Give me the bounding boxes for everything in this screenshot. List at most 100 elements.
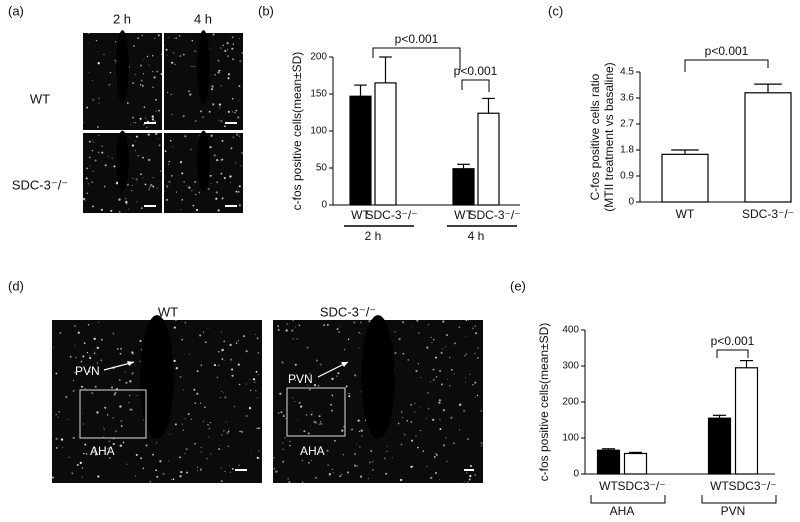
speckle	[140, 457, 142, 460]
speckle	[330, 409, 333, 412]
speckle	[82, 423, 84, 425]
speckle	[173, 359, 176, 363]
speckle	[194, 443, 196, 445]
speckle	[112, 332, 114, 334]
speckle	[159, 460, 162, 463]
speckle	[104, 164, 107, 167]
speckle	[360, 321, 362, 324]
speckle	[432, 418, 435, 421]
speckle	[124, 371, 126, 372]
speckle	[341, 474, 343, 476]
speckle	[132, 177, 134, 180]
speckle	[294, 401, 296, 403]
speckle	[438, 401, 441, 404]
speckle	[152, 453, 155, 456]
speckle	[410, 325, 412, 327]
speckle	[229, 471, 232, 474]
speckle	[195, 209, 199, 212]
bar	[596, 449, 621, 475]
speckle	[288, 481, 291, 484]
speckle	[196, 466, 199, 468]
speckle	[171, 479, 172, 481]
speckle	[329, 475, 330, 477]
bar	[452, 168, 475, 206]
speckle	[440, 351, 443, 354]
speckle	[154, 120, 156, 122]
speckle	[179, 375, 182, 378]
speckle	[292, 319, 294, 322]
speckle	[467, 438, 469, 440]
annotation: p<0.001	[705, 44, 749, 58]
speckle	[87, 183, 90, 185]
speckle	[175, 37, 177, 39]
speckle	[81, 412, 83, 414]
speckle	[84, 387, 86, 390]
speckle	[256, 427, 258, 430]
speckle	[319, 363, 322, 366]
speckle	[209, 146, 212, 149]
speckle	[296, 338, 298, 340]
speckle	[179, 475, 182, 478]
x-tick-label: WT	[454, 208, 473, 222]
speckle	[427, 407, 430, 410]
speckle	[140, 64, 143, 67]
speckle	[148, 64, 150, 66]
speckle	[333, 439, 336, 442]
speckle	[220, 172, 223, 175]
speckle	[465, 336, 467, 337]
speckle	[232, 43, 234, 45]
speckle	[103, 436, 105, 438]
speckle	[115, 181, 119, 184]
speckle	[210, 182, 212, 184]
speckle	[398, 337, 401, 341]
bar	[623, 452, 648, 475]
speckle	[129, 394, 131, 396]
speckle	[477, 357, 479, 359]
speckle	[114, 391, 117, 394]
speckle	[188, 353, 190, 356]
speckle	[429, 381, 431, 383]
speckle	[79, 372, 81, 374]
speckle	[113, 148, 115, 150]
speckle	[318, 423, 321, 426]
speckle	[418, 332, 420, 334]
speckle	[160, 53, 163, 56]
speckle	[145, 444, 148, 447]
speckle	[189, 148, 192, 151]
speckle	[100, 359, 102, 362]
speckle	[183, 181, 185, 183]
speckle	[181, 338, 183, 341]
speckle	[319, 421, 322, 423]
speckle	[220, 85, 222, 87]
speckle	[360, 333, 362, 335]
speckle	[368, 319, 371, 323]
speckle	[480, 442, 483, 445]
group-bracket	[590, 495, 666, 504]
speckle	[464, 355, 466, 357]
speckle	[120, 348, 122, 350]
speckle	[391, 457, 393, 459]
speckle	[348, 392, 350, 395]
speckle	[403, 433, 406, 436]
speckle	[189, 93, 192, 96]
speckle	[154, 98, 157, 101]
speckle	[240, 430, 244, 433]
speckle	[119, 405, 122, 408]
speckle	[227, 445, 230, 448]
speckle	[433, 338, 435, 341]
row-label: SDC-3⁻/⁻	[12, 177, 68, 192]
speckle	[152, 177, 154, 179]
speckle	[303, 430, 306, 433]
speckle	[88, 370, 91, 373]
speckle	[178, 174, 180, 176]
speckle	[114, 430, 117, 433]
speckle	[311, 459, 313, 461]
speckle	[400, 478, 403, 482]
speckle	[248, 406, 252, 410]
speckle	[181, 172, 184, 175]
speckle	[179, 456, 181, 459]
speckle	[110, 386, 114, 389]
speckle	[94, 385, 97, 388]
speckle	[116, 388, 118, 390]
speckle	[298, 324, 301, 327]
